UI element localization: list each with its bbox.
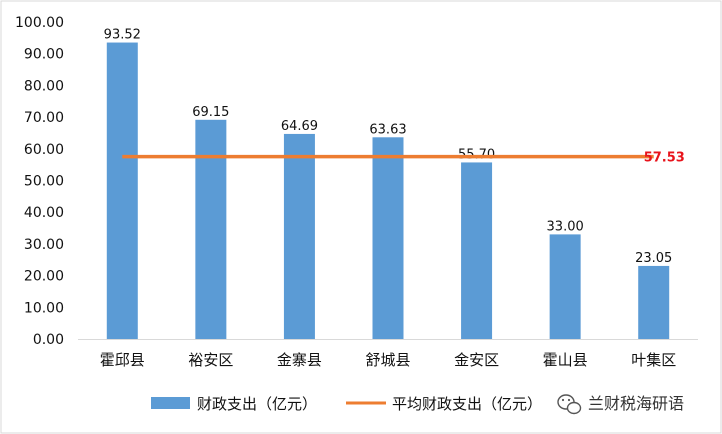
x-axis-categories: 霍邱县 裕安区 金寨县 舒城县 金安区 霍山县 叶集区 xyxy=(100,351,676,369)
y-tick-label: 20.00 xyxy=(24,269,64,285)
y-tick-label: 90.00 xyxy=(24,47,64,63)
y-tick-label: 30.00 xyxy=(24,237,64,253)
y-tick-label: 50.00 xyxy=(24,174,64,190)
bar xyxy=(549,234,581,339)
bar-value-label: 63.63 xyxy=(369,122,406,137)
bar xyxy=(461,162,493,339)
bar-value-label: 69.15 xyxy=(192,105,229,120)
legend-bar-label: 财政支出（亿元） xyxy=(197,395,317,413)
bar-value-label: 33.00 xyxy=(547,219,584,234)
bar xyxy=(372,137,404,339)
bar xyxy=(638,265,670,339)
x-category-label: 霍山县 xyxy=(543,351,588,369)
bar-value-label: 23.05 xyxy=(635,251,672,266)
bar-value-label: 64.69 xyxy=(281,119,318,134)
y-tick-label: 40.00 xyxy=(24,205,64,221)
bar xyxy=(106,42,138,340)
x-category-label: 金寨县 xyxy=(277,351,322,369)
watermark: 兰财税海研语 xyxy=(548,390,718,418)
x-category-label: 金安区 xyxy=(454,351,499,369)
legend-line-label: 平均财政支出（亿元） xyxy=(392,395,542,413)
bar xyxy=(195,119,227,340)
y-tick-label: 0.00 xyxy=(33,332,64,348)
x-category-label: 裕安区 xyxy=(188,351,233,369)
y-tick-label: 70.00 xyxy=(24,110,64,126)
average-line-label: 57.53 xyxy=(644,151,685,166)
bar-value-label: 93.52 xyxy=(104,28,141,43)
bar-series xyxy=(106,42,670,340)
y-tick-label: 10.00 xyxy=(24,300,64,316)
y-tick-label: 60.00 xyxy=(24,142,64,158)
y-axis-ticks: 0.00 10.00 20.00 30.00 40.00 50.00 60.00 70.00 8… xyxy=(15,15,64,348)
y-tick-label: 100.00 xyxy=(15,15,64,31)
watermark-text: 兰财税海研语 xyxy=(588,394,684,413)
x-category-label: 霍邱县 xyxy=(100,351,145,369)
wechat-icon xyxy=(557,394,582,415)
legend-bar-swatch xyxy=(151,397,190,409)
x-category-label: 叶集区 xyxy=(631,351,676,369)
bar xyxy=(283,133,315,339)
legend: 财政支出（亿元） 平均财政支出（亿元） xyxy=(151,395,542,413)
x-category-label: 舒城县 xyxy=(365,351,410,369)
y-tick-label: 80.00 xyxy=(24,78,64,94)
